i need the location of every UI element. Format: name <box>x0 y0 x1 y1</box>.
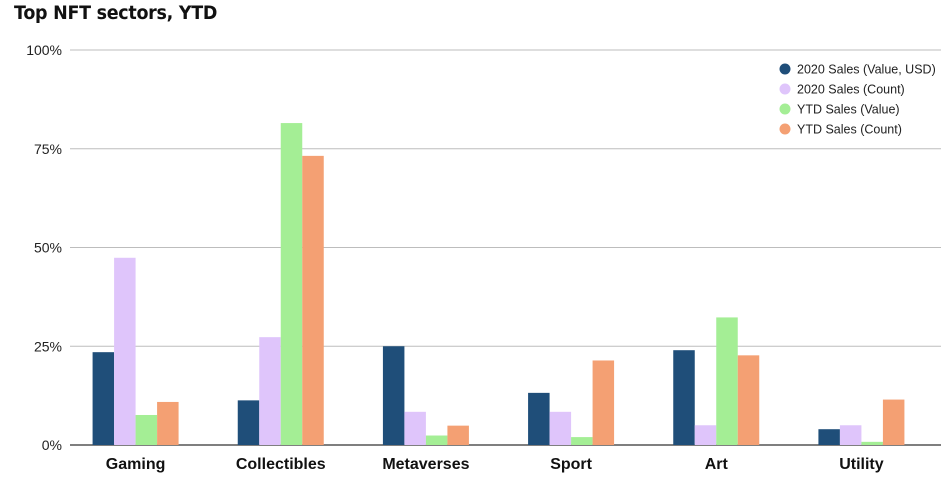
gridlines <box>70 49 941 446</box>
y-tick-label: 50% <box>34 240 62 256</box>
y-axis-ticks: 0% 25% 50% 75% 100% <box>26 42 62 453</box>
legend-label: YTD Sales (Count) <box>797 123 902 137</box>
bars <box>92 123 905 446</box>
x-tick-label: Metaverses <box>382 456 469 473</box>
legend-marker <box>779 83 791 95</box>
bar <box>882 399 905 445</box>
bar <box>571 437 593 445</box>
legend-marker <box>779 103 791 115</box>
bar <box>382 346 405 445</box>
bar <box>839 425 862 445</box>
legend-marker <box>779 123 791 135</box>
bar <box>592 360 615 445</box>
legend-marker <box>779 63 791 75</box>
bar <box>716 317 738 445</box>
legend: 2020 Sales (Value, USD) 2020 Sales (Count… <box>779 63 936 137</box>
bar <box>425 435 448 445</box>
x-tick-label: Utility <box>839 456 884 473</box>
bar <box>673 350 695 445</box>
bar <box>157 401 179 445</box>
bar <box>694 425 717 445</box>
y-tick-label: 25% <box>34 338 62 354</box>
bar <box>404 411 426 445</box>
bar <box>92 352 115 445</box>
x-tick-label: Collectibles <box>236 456 326 473</box>
chart-title: Top NFT sectors, YTD <box>14 2 218 24</box>
y-tick-label: 75% <box>34 141 62 157</box>
bar <box>528 392 550 445</box>
legend-label: YTD Sales (Value) <box>797 103 900 117</box>
bar <box>737 355 760 445</box>
y-tick-label: 0% <box>42 437 62 453</box>
x-tick-label: Gaming <box>106 456 166 473</box>
bar <box>549 411 572 445</box>
bar <box>280 123 303 445</box>
bar <box>135 414 158 445</box>
bar <box>861 441 883 445</box>
x-tick-label: Sport <box>550 456 592 473</box>
legend-label: 2020 Sales (Value, USD) <box>797 63 936 77</box>
bar <box>447 425 469 445</box>
bar <box>259 337 281 445</box>
bar <box>237 400 260 445</box>
y-tick-label: 100% <box>26 42 62 58</box>
legend-label: 2020 Sales (Count) <box>797 83 905 97</box>
x-tick-label: Art <box>705 456 729 473</box>
x-axis-labels: Gaming Collectibles Metaverses Sport Art Util… <box>106 456 884 473</box>
bar <box>302 155 324 446</box>
bar <box>818 429 840 445</box>
bar <box>114 257 136 445</box>
